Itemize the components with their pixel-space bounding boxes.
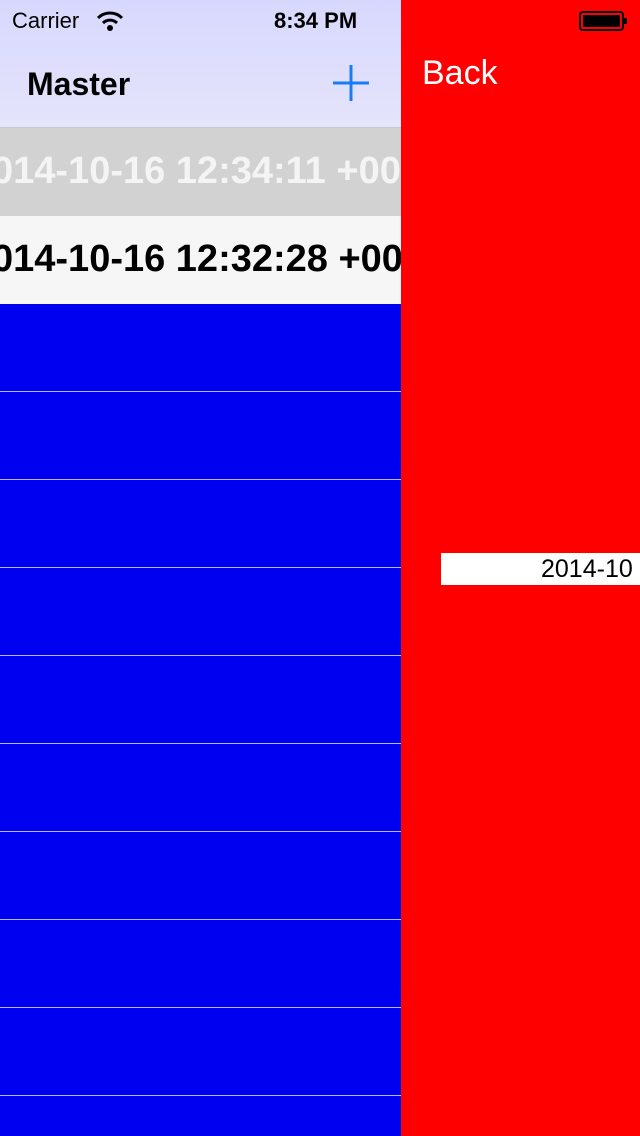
row-separator (0, 479, 401, 480)
battery-icon (579, 11, 627, 31)
status-time: 8:34 PM (274, 8, 358, 33)
row-text: 014-10-16 12:32:28 +00 (0, 238, 401, 280)
row-separator (0, 831, 401, 832)
row-separator (0, 655, 401, 656)
detail-view: Back 2014-10 (401, 0, 640, 1136)
nav-title: Master (27, 66, 131, 102)
date-field: 2014-10 (441, 553, 640, 585)
row-text: 014-10-16 12:34:11 +00 (0, 150, 401, 192)
carrier: Carrier (12, 8, 80, 33)
add-button[interactable] (332, 64, 370, 102)
row-separator (0, 1095, 401, 1096)
master-view: Carrier Master 014-10-16 12:34:11 +00 01… (0, 0, 401, 1136)
table-row[interactable]: 014-10-16 12:34:11 +00 (0, 128, 401, 216)
row-separator (0, 743, 401, 744)
wifi-icon (96, 11, 124, 31)
row-separator (0, 391, 401, 392)
row-separator (0, 567, 401, 568)
row-separator (0, 1007, 401, 1008)
row-separator (0, 919, 401, 920)
date-text: 2014-10 (541, 555, 633, 583)
navigation-bar (0, 0, 401, 128)
back-button[interactable]: Back (422, 54, 498, 92)
table-row[interactable]: 014-10-16 12:32:28 +00 (0, 216, 401, 304)
